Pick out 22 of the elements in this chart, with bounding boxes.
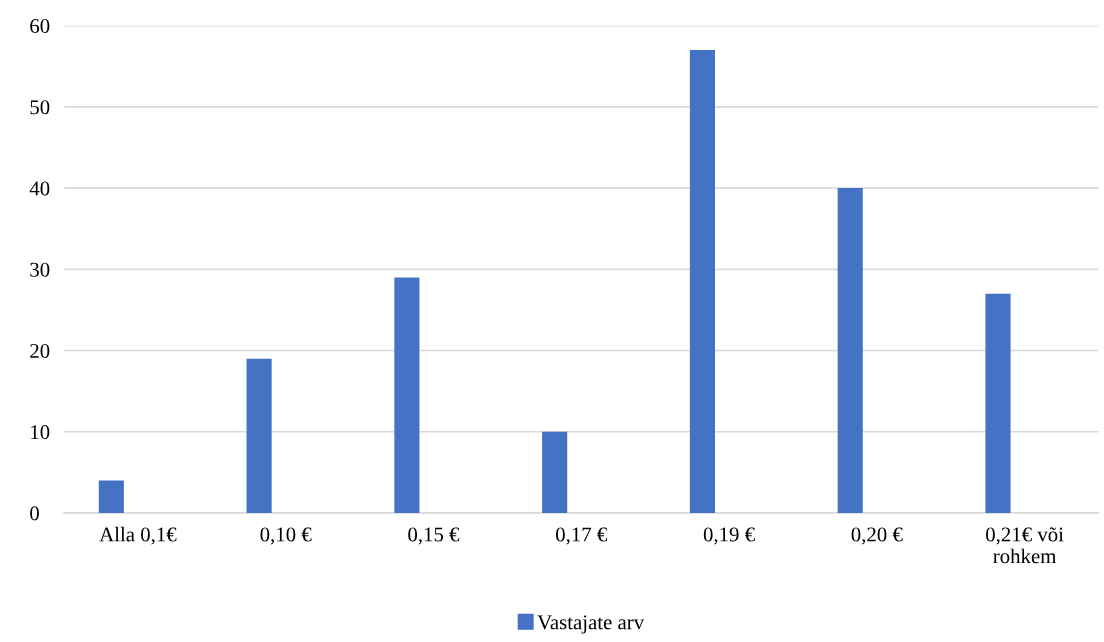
x-tick-label: 0,17 €	[556, 527, 607, 545]
x-tick-label: 0,21€ või rohkem	[986, 527, 1064, 564]
y-tick-label: 20	[30, 343, 50, 358]
y-tick-label: 30	[30, 262, 50, 277]
bar	[246, 358, 272, 513]
x-tick-label: 0,20 €	[851, 527, 903, 545]
bar	[689, 50, 715, 513]
x-tick-label: 0,15 €	[408, 527, 460, 545]
y-tick-label: 0	[30, 506, 39, 521]
bar	[542, 431, 568, 513]
x-tick-label: Alla 0,1€	[99, 526, 177, 545]
bar	[837, 188, 863, 513]
x-tick-label: 0,19 €	[703, 527, 755, 545]
y-tick-label: 50	[30, 100, 50, 115]
legend-label: Vastajate arv	[537, 615, 645, 634]
y-tick-label: 60	[30, 19, 50, 34]
x-tick-label: 0,10 €	[260, 527, 312, 545]
bar	[98, 480, 124, 513]
bar	[985, 293, 1011, 513]
y-tick-label: 10	[31, 425, 50, 440]
bar	[394, 277, 420, 513]
y-tick-label: 40	[29, 181, 50, 196]
